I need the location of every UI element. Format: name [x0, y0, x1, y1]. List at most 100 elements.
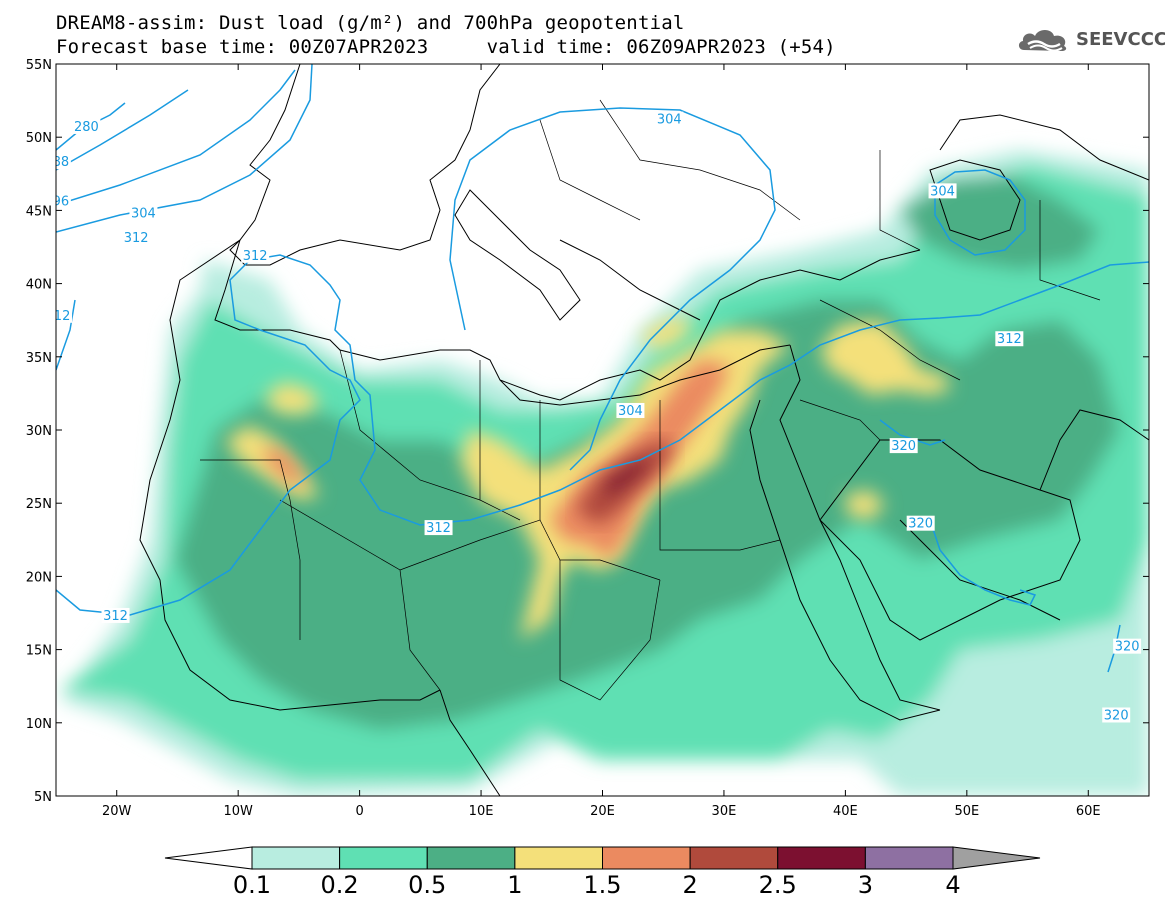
colorbar-label: 1: [507, 871, 522, 899]
lat-tick-label: 50N: [26, 131, 52, 146]
dust-1-arabia: [820, 320, 950, 395]
contour-label-bg: [241, 247, 270, 263]
colorbar-box: [339, 846, 428, 870]
colorbar-label: 0.1: [233, 871, 271, 899]
contour-label-bg: [129, 205, 158, 221]
seevccc-logo: SEEVCCC: [1016, 22, 1165, 56]
contour-label: 320: [1115, 640, 1140, 655]
contour-label: 312: [243, 249, 268, 264]
lat-tick-label: 40N: [26, 278, 52, 293]
contour-304-west: [56, 64, 313, 233]
contour-label: 304: [930, 184, 955, 199]
contour-label-bg: [122, 230, 151, 246]
dust-2.5: [600, 458, 650, 495]
lon-tick-label: 60E: [1076, 804, 1101, 819]
colorbar-label: 1.5: [583, 871, 621, 899]
contour-label: 280: [74, 120, 99, 135]
contour-label-bg: [655, 111, 684, 127]
contour-label-bg: [101, 607, 130, 623]
contour-label-bg: [56, 307, 73, 323]
contour-label-bg: [424, 520, 453, 536]
colorbar-box: [777, 846, 866, 870]
colorbar-box: [602, 846, 691, 870]
valid-time: valid time: 06Z09APR2023 (+54): [486, 36, 836, 58]
contour-label: 96: [53, 195, 70, 210]
contour-label: 312: [997, 332, 1022, 347]
colorbar-box: [251, 846, 341, 870]
contour-label-bg: [906, 515, 935, 531]
lon-tick-label: 30E: [712, 804, 737, 819]
contour-label: 312: [103, 609, 128, 624]
colorbar-box: [426, 846, 516, 870]
colorbar-label: 0.5: [408, 871, 446, 899]
contour-label: 320: [891, 439, 916, 454]
contour-labels: 280 88 96 304 312 12 304 304 312 312 304 320 312 320 3…: [53, 111, 1142, 723]
contour-label: 312: [426, 521, 451, 536]
colorbar-label: 3: [858, 871, 873, 899]
contour-label-bg: [56, 193, 71, 209]
map-title: DREAM8-assim: Dust load (g/m²) and 700hP…: [56, 12, 685, 34]
contour-label: 304: [131, 206, 156, 221]
contour-label-bg: [616, 402, 645, 418]
contour-label: 312: [124, 231, 149, 246]
latitude-axis: 55N 50N 45N 40N 35N 30N 25N 20N 15N 10N 5N: [26, 58, 1149, 805]
lat-tick-label: 55N: [26, 58, 52, 73]
lat-tick-label: 30N: [26, 424, 52, 439]
lat-tick-label: 25N: [26, 497, 52, 512]
lon-tick-label: 20E: [590, 804, 615, 819]
lon-tick-label: 40E: [833, 804, 858, 819]
lon-tick-label: 10E: [469, 804, 494, 819]
dust-0.5: [175, 300, 1120, 730]
contour-320-arabia: [929, 519, 1037, 606]
lat-tick-label: 20N: [26, 570, 52, 585]
cloud-icon: [1018, 30, 1067, 52]
contour-296: [56, 69, 296, 206]
colorbar-box: [689, 846, 779, 870]
colorbar-label: 2.5: [759, 871, 797, 899]
logo-text: SEEVCCC: [1076, 28, 1165, 50]
contour-label: 304: [618, 404, 643, 419]
lon-tick-label: 10W: [223, 804, 253, 819]
contour-label-bg: [72, 118, 101, 134]
lat-tick-label: 35N: [26, 351, 52, 366]
contour-label-bg: [995, 331, 1024, 347]
dust-1-aegean: [640, 318, 695, 350]
contour-304-main: [449, 107, 776, 471]
lat-tick-label: 10N: [26, 717, 52, 732]
contour-label: 320: [908, 517, 933, 532]
dust-1-morocco: [265, 382, 320, 415]
colorbar-under-arrow: [164, 846, 253, 870]
base-time: Forecast base time: 00Z07APR2023: [56, 36, 429, 58]
country-borders: [200, 99, 1101, 701]
contour-304-east: [934, 169, 1026, 256]
coastlines: [139, 64, 1149, 796]
colorbar-over-arrow: [952, 846, 1041, 870]
dust-1.5-atlas: [262, 448, 305, 485]
lon-tick-label: 0: [355, 804, 363, 819]
contour-label-bg: [1102, 707, 1131, 723]
dust-0.5-caspian: [900, 175, 1100, 270]
colorbar-label: 0.2: [321, 871, 359, 899]
longitude-axis: 20W 10W 0 10E 20E 30E 40E 50E 60E: [102, 64, 1101, 819]
contour-label: 320: [1104, 708, 1129, 723]
lat-tick-label: 5N: [34, 790, 52, 805]
lat-tick-label: 15N: [26, 644, 52, 659]
colorbar: 0.1 0.2 0.5 1 1.5 2 2.5 3 4: [164, 846, 1041, 899]
contour-288: [56, 89, 189, 171]
forecast-time-line: Forecast base time: 00Z07APR2023 valid t…: [56, 36, 836, 58]
dust-1-oman: [845, 490, 885, 520]
contour-label-bg: [928, 183, 957, 199]
contour-label: 304: [657, 113, 682, 128]
contour-312-main: [56, 254, 1149, 616]
contour-label-bg: [889, 438, 918, 454]
colorbar-box: [514, 846, 603, 870]
lon-tick-label: 50E: [954, 804, 979, 819]
contour-label-bg: [1113, 638, 1142, 654]
dust-field: 280 88 96 304 312 12 304 304 312 312 304 320 312 320 3…: [53, 64, 1149, 796]
contour-label: 12: [54, 309, 71, 324]
contour-label-bg: [56, 154, 71, 170]
lat-tick-label: 45N: [26, 204, 52, 219]
colorbar-label: 2: [682, 871, 697, 899]
lon-tick-label: 20W: [102, 804, 132, 819]
